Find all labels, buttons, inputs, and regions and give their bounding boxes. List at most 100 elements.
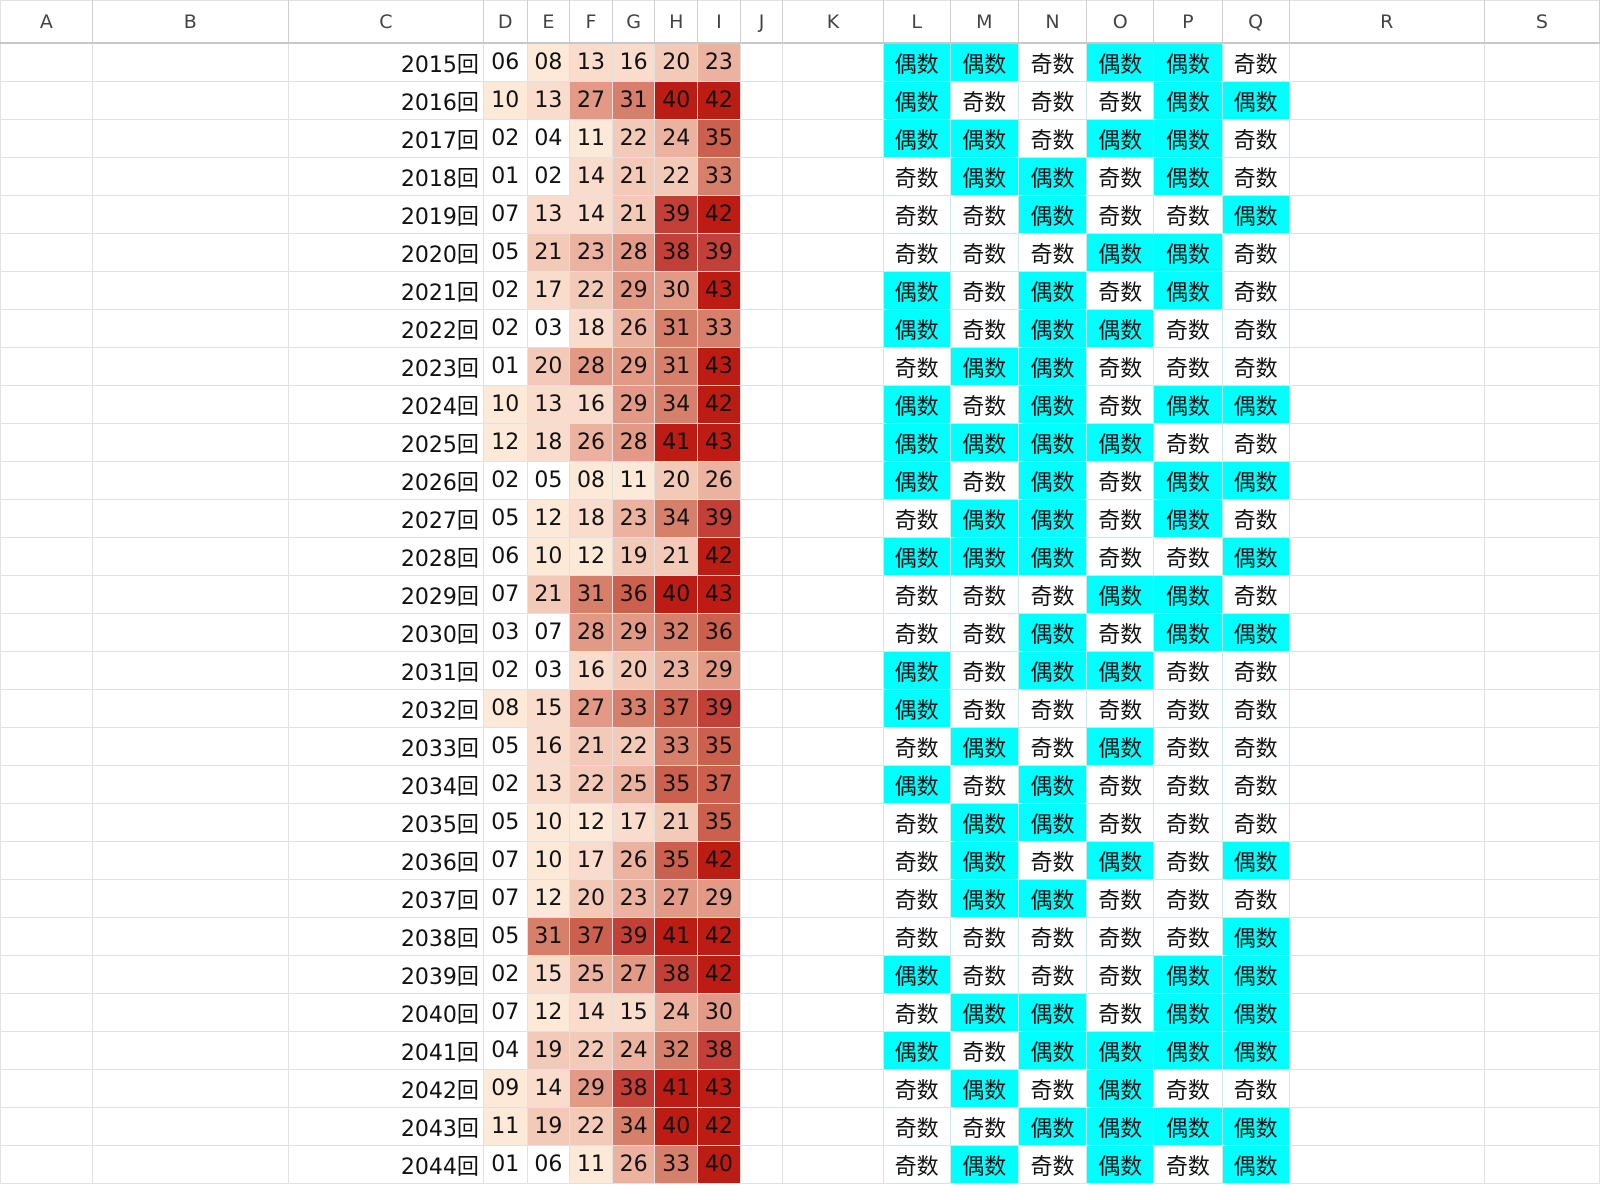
parity-cell[interactable]: 奇数: [1153, 347, 1223, 386]
parity-cell[interactable]: 偶数: [1221, 1031, 1290, 1070]
cell-a[interactable]: [0, 423, 93, 462]
cell-j[interactable]: [739, 1107, 784, 1146]
parity-cell[interactable]: 奇数: [882, 575, 951, 614]
parity-cell[interactable]: 偶数: [1153, 613, 1223, 652]
column-header-j[interactable]: J: [739, 0, 784, 44]
round-cell[interactable]: 2027回: [287, 499, 484, 538]
cell-r[interactable]: [1288, 385, 1485, 424]
number-cell[interactable]: 38: [654, 955, 699, 994]
number-cell[interactable]: 10: [482, 81, 528, 120]
number-cell[interactable]: 14: [526, 1069, 571, 1108]
cell-a[interactable]: [0, 803, 93, 842]
number-cell[interactable]: 07: [482, 195, 528, 234]
number-cell[interactable]: 22: [569, 1031, 613, 1070]
cell-k[interactable]: [782, 575, 884, 614]
cell-j[interactable]: [739, 423, 784, 462]
cell-r[interactable]: [1288, 841, 1485, 880]
number-cell[interactable]: 35: [654, 765, 699, 804]
number-cell[interactable]: 24: [654, 993, 699, 1032]
number-cell[interactable]: 03: [482, 613, 528, 652]
parity-cell[interactable]: 奇数: [1221, 271, 1290, 310]
cell-a[interactable]: [0, 1107, 93, 1146]
cell-s[interactable]: [1483, 423, 1600, 462]
parity-cell[interactable]: 奇数: [1086, 955, 1155, 994]
parity-cell[interactable]: 奇数: [1221, 42, 1290, 82]
cell-r[interactable]: [1288, 81, 1485, 120]
number-cell[interactable]: 06: [482, 42, 528, 82]
parity-cell[interactable]: 偶数: [1086, 1069, 1155, 1108]
number-cell[interactable]: 11: [482, 1107, 528, 1146]
parity-cell[interactable]: 奇数: [1153, 765, 1223, 804]
number-cell[interactable]: 05: [482, 499, 528, 538]
cell-k[interactable]: [782, 765, 884, 804]
parity-cell[interactable]: 奇数: [1017, 1145, 1088, 1184]
parity-cell[interactable]: 奇数: [882, 347, 951, 386]
number-cell[interactable]: 22: [569, 271, 613, 310]
number-cell[interactable]: 43: [697, 347, 741, 386]
parity-cell[interactable]: 奇数: [1153, 651, 1223, 690]
parity-cell[interactable]: 偶数: [1153, 157, 1223, 196]
number-cell[interactable]: 02: [482, 651, 528, 690]
cell-r[interactable]: [1288, 1107, 1485, 1146]
cell-r[interactable]: [1288, 727, 1485, 766]
number-cell[interactable]: 23: [569, 233, 613, 272]
parity-cell[interactable]: 偶数: [882, 271, 951, 310]
round-cell[interactable]: 2043回: [287, 1107, 484, 1146]
cell-a[interactable]: [0, 651, 93, 690]
cell-b[interactable]: [91, 1107, 289, 1146]
cell-b[interactable]: [91, 309, 289, 348]
number-cell[interactable]: 36: [611, 575, 656, 614]
cell-a[interactable]: [0, 613, 93, 652]
parity-cell[interactable]: 偶数: [1086, 727, 1155, 766]
cell-j[interactable]: [739, 955, 784, 994]
number-cell[interactable]: 30: [654, 271, 699, 310]
parity-cell[interactable]: 奇数: [949, 81, 1019, 120]
cell-k[interactable]: [782, 727, 884, 766]
column-header-c[interactable]: C: [287, 0, 484, 44]
number-cell[interactable]: 12: [526, 499, 571, 538]
parity-cell[interactable]: 奇数: [1221, 499, 1290, 538]
round-cell[interactable]: 2025回: [287, 423, 484, 462]
parity-cell[interactable]: 奇数: [882, 879, 951, 918]
cell-s[interactable]: [1483, 347, 1600, 386]
cell-s[interactable]: [1483, 233, 1600, 272]
parity-cell[interactable]: 奇数: [1017, 81, 1088, 120]
cell-s[interactable]: [1483, 689, 1600, 728]
column-header-l[interactable]: L: [882, 0, 951, 44]
cell-j[interactable]: [739, 233, 784, 272]
number-cell[interactable]: 13: [526, 81, 571, 120]
number-cell[interactable]: 23: [611, 879, 656, 918]
cell-k[interactable]: [782, 81, 884, 120]
parity-cell[interactable]: 奇数: [1017, 917, 1088, 956]
cell-r[interactable]: [1288, 309, 1485, 348]
cell-j[interactable]: [739, 537, 784, 576]
number-cell[interactable]: 09: [482, 1069, 528, 1108]
cell-k[interactable]: [782, 803, 884, 842]
cell-k[interactable]: [782, 955, 884, 994]
parity-cell[interactable]: 偶数: [1221, 841, 1290, 880]
parity-cell[interactable]: 奇数: [949, 195, 1019, 234]
number-cell[interactable]: 02: [482, 955, 528, 994]
cell-k[interactable]: [782, 613, 884, 652]
cell-r[interactable]: [1288, 499, 1485, 538]
number-cell[interactable]: 04: [482, 1031, 528, 1070]
parity-cell[interactable]: 奇数: [1153, 803, 1223, 842]
number-cell[interactable]: 22: [569, 1107, 613, 1146]
cell-s[interactable]: [1483, 195, 1600, 234]
parity-cell[interactable]: 奇数: [949, 917, 1019, 956]
number-cell[interactable]: 31: [611, 81, 656, 120]
cell-r[interactable]: [1288, 537, 1485, 576]
number-cell[interactable]: 21: [611, 195, 656, 234]
number-cell[interactable]: 29: [611, 385, 656, 424]
parity-cell[interactable]: 偶数: [1221, 461, 1290, 500]
parity-cell[interactable]: 奇数: [1086, 157, 1155, 196]
cell-s[interactable]: [1483, 499, 1600, 538]
cell-b[interactable]: [91, 727, 289, 766]
number-cell[interactable]: 39: [611, 917, 656, 956]
cell-k[interactable]: [782, 1031, 884, 1070]
number-cell[interactable]: 06: [482, 537, 528, 576]
number-cell[interactable]: 20: [569, 879, 613, 918]
number-cell[interactable]: 12: [526, 879, 571, 918]
number-cell[interactable]: 01: [482, 157, 528, 196]
cell-j[interactable]: [739, 385, 784, 424]
